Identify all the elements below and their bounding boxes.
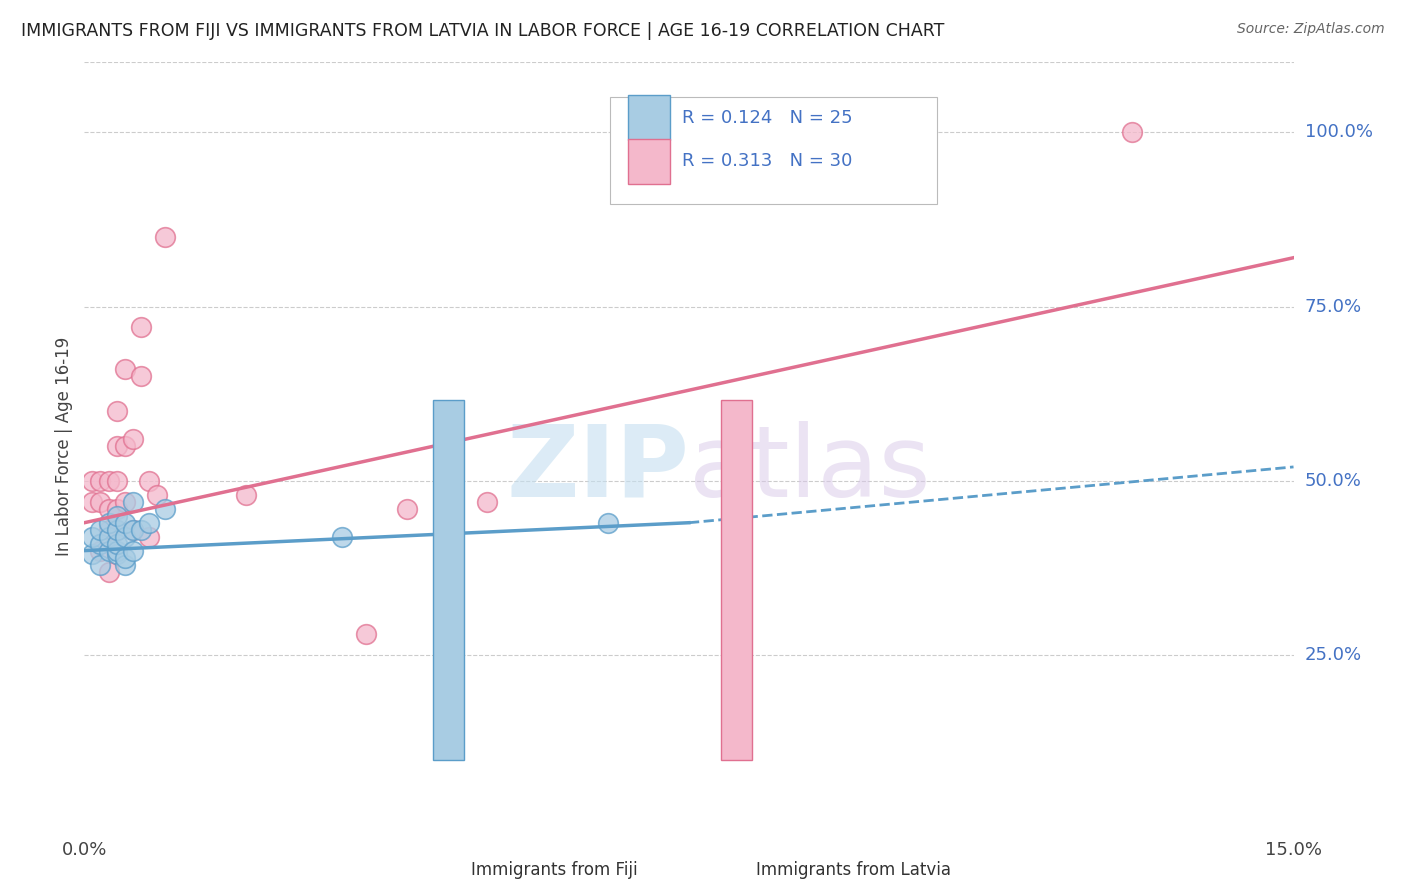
Point [89, 558, 111, 572]
Point [129, 320, 152, 334]
Point [82, 495, 104, 509]
Point [105, 439, 128, 453]
Point [82, 547, 104, 561]
Point [114, 558, 136, 572]
Point [121, 432, 143, 446]
Point [105, 523, 128, 537]
Point [105, 501, 128, 516]
Text: 50.0%: 50.0% [1305, 472, 1361, 490]
Point [97, 530, 120, 544]
Point [146, 488, 169, 502]
Point [97, 523, 120, 537]
Point [121, 523, 143, 537]
Point [89, 543, 111, 558]
Point [395, 501, 418, 516]
Point [105, 523, 128, 537]
Text: IMMIGRANTS FROM FIJI VS IMMIGRANTS FROM LATVIA IN LABOR FORCE | AGE 16-19 CORREL: IMMIGRANTS FROM FIJI VS IMMIGRANTS FROM … [21, 22, 945, 40]
Point [82, 530, 104, 544]
Text: 75.0%: 75.0% [1305, 298, 1362, 316]
Point [89, 495, 111, 509]
Point [121, 543, 143, 558]
Point [477, 495, 499, 509]
Point [153, 229, 176, 244]
FancyBboxPatch shape [628, 139, 669, 184]
Point [89, 523, 111, 537]
Point [598, 516, 620, 530]
Point [105, 536, 128, 550]
Text: 25.0%: 25.0% [1305, 646, 1362, 665]
Point [105, 474, 128, 488]
Text: R = 0.124   N = 25: R = 0.124 N = 25 [682, 109, 852, 127]
Point [105, 508, 128, 523]
Point [97, 516, 120, 530]
Point [114, 550, 136, 565]
Point [89, 474, 111, 488]
Point [97, 565, 120, 579]
Point [97, 474, 120, 488]
Text: Immigrants from Fiji: Immigrants from Fiji [471, 861, 638, 879]
Text: atlas: atlas [689, 420, 931, 517]
Point [105, 543, 128, 558]
Point [114, 530, 136, 544]
Point [129, 523, 152, 537]
Point [114, 495, 136, 509]
FancyBboxPatch shape [628, 95, 669, 140]
Point [114, 439, 136, 453]
Point [1121, 125, 1143, 139]
Text: R = 0.313   N = 30: R = 0.313 N = 30 [682, 153, 852, 170]
Text: Immigrants from Latvia: Immigrants from Latvia [756, 861, 952, 879]
Point [105, 404, 128, 418]
Point [114, 516, 136, 530]
Point [121, 495, 143, 509]
Text: ZIP: ZIP [506, 420, 689, 517]
FancyBboxPatch shape [610, 97, 936, 204]
Point [97, 543, 120, 558]
Point [129, 369, 152, 384]
Point [356, 627, 378, 641]
Point [153, 501, 176, 516]
Point [82, 474, 104, 488]
Point [89, 536, 111, 550]
Point [235, 488, 257, 502]
Point [121, 523, 143, 537]
Point [97, 501, 120, 516]
Point [138, 474, 160, 488]
Point [138, 530, 160, 544]
Text: 100.0%: 100.0% [1305, 123, 1372, 141]
Point [114, 362, 136, 376]
Point [330, 530, 353, 544]
Point [105, 547, 128, 561]
Text: Source: ZipAtlas.com: Source: ZipAtlas.com [1237, 22, 1385, 37]
Point [138, 516, 160, 530]
Y-axis label: In Labor Force | Age 16-19: In Labor Force | Age 16-19 [55, 336, 73, 556]
